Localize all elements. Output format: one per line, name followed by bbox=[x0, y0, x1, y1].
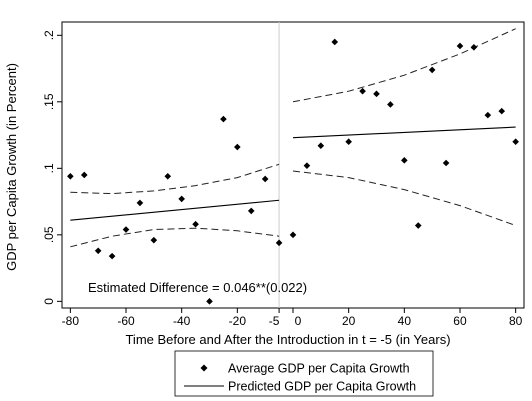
x-tick-label: -5 bbox=[269, 314, 280, 328]
legend: Average GDP per Capita Growth Predicted … bbox=[174, 350, 434, 397]
data-point bbox=[122, 226, 130, 233]
data-point bbox=[512, 138, 519, 146]
data-point bbox=[220, 115, 227, 123]
confidence-bands bbox=[70, 28, 516, 248]
x-axis: -80 -60 -40 -20 -5 0 20 40 60 80 bbox=[62, 308, 523, 328]
x-tick-label: -60 bbox=[117, 314, 135, 328]
x-tick-label: -40 bbox=[173, 314, 191, 328]
data-point bbox=[178, 195, 185, 203]
y-tick-label: .05 bbox=[42, 226, 56, 243]
estimated-difference-annotation: Estimated Difference = 0.046**(0.022) bbox=[88, 280, 307, 295]
x-tick-label: 80 bbox=[509, 314, 523, 328]
x-tick-label: -80 bbox=[62, 314, 80, 328]
y-axis: 0 .05 .1 .15 .2 bbox=[42, 30, 62, 305]
data-point bbox=[470, 43, 478, 51]
predicted-line-before bbox=[70, 199, 280, 221]
legend-item-average: Average GDP per Capita Growth bbox=[228, 362, 410, 376]
data-point bbox=[206, 298, 213, 305]
y-tick-label: .15 bbox=[42, 93, 56, 110]
y-tick-label: .1 bbox=[42, 163, 56, 173]
data-point bbox=[373, 90, 380, 98]
legend-item-predicted: Predicted GDP per Capita Growth bbox=[228, 380, 416, 394]
band-lower-after bbox=[292, 170, 516, 226]
data-point bbox=[401, 157, 408, 164]
data-point bbox=[387, 101, 394, 108]
data-point bbox=[234, 143, 241, 151]
data-point bbox=[345, 138, 352, 146]
scatter-points bbox=[67, 38, 519, 305]
x-tick-label: 0 bbox=[295, 314, 302, 328]
y-tick-label: .2 bbox=[42, 30, 56, 40]
band-lower-before bbox=[70, 227, 280, 248]
x-tick-label: -20 bbox=[229, 314, 247, 328]
data-point bbox=[261, 175, 269, 183]
data-point bbox=[94, 247, 102, 255]
x-tick-label: 40 bbox=[398, 314, 412, 328]
data-point bbox=[428, 66, 436, 74]
y-axis-title: GDP per Capita Growth (in Percent) bbox=[4, 63, 19, 271]
y-tick-label: 0 bbox=[42, 298, 56, 305]
data-point bbox=[108, 252, 116, 260]
band-upper-after bbox=[292, 28, 516, 103]
data-point bbox=[136, 199, 144, 207]
data-point bbox=[247, 207, 255, 215]
data-point bbox=[331, 38, 339, 46]
band-upper-before bbox=[70, 163, 280, 195]
data-point bbox=[192, 220, 199, 228]
x-tick-label: 60 bbox=[453, 314, 467, 328]
data-point bbox=[359, 87, 366, 95]
data-point bbox=[442, 159, 450, 167]
x-axis-title: Time Before and After the Introduction i… bbox=[125, 332, 450, 347]
data-point bbox=[289, 231, 297, 239]
data-point bbox=[498, 107, 506, 115]
data-point bbox=[303, 162, 311, 169]
x-tick-label: 20 bbox=[342, 314, 356, 328]
data-point bbox=[456, 42, 464, 50]
predicted-line-after bbox=[292, 126, 516, 139]
data-point bbox=[67, 173, 74, 180]
legend-diamond-icon bbox=[200, 364, 208, 372]
data-point bbox=[484, 111, 492, 119]
predicted-lines bbox=[70, 126, 516, 221]
data-point bbox=[275, 239, 283, 247]
data-point bbox=[414, 222, 422, 229]
data-point bbox=[80, 171, 88, 179]
data-point bbox=[150, 236, 158, 244]
data-point bbox=[317, 142, 325, 150]
data-point bbox=[164, 173, 172, 180]
legend-box bbox=[174, 350, 434, 397]
